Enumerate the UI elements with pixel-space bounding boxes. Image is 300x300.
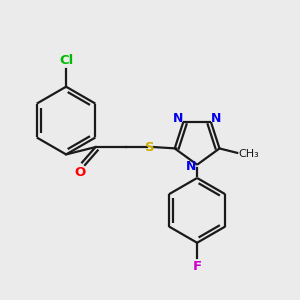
Text: F: F [193,260,202,273]
Text: CH₃: CH₃ [239,149,260,159]
Text: S: S [145,141,155,154]
Text: N: N [185,160,196,173]
Text: Cl: Cl [59,54,73,67]
Text: N: N [211,112,221,125]
Text: O: O [74,166,86,179]
Text: N: N [173,112,183,125]
